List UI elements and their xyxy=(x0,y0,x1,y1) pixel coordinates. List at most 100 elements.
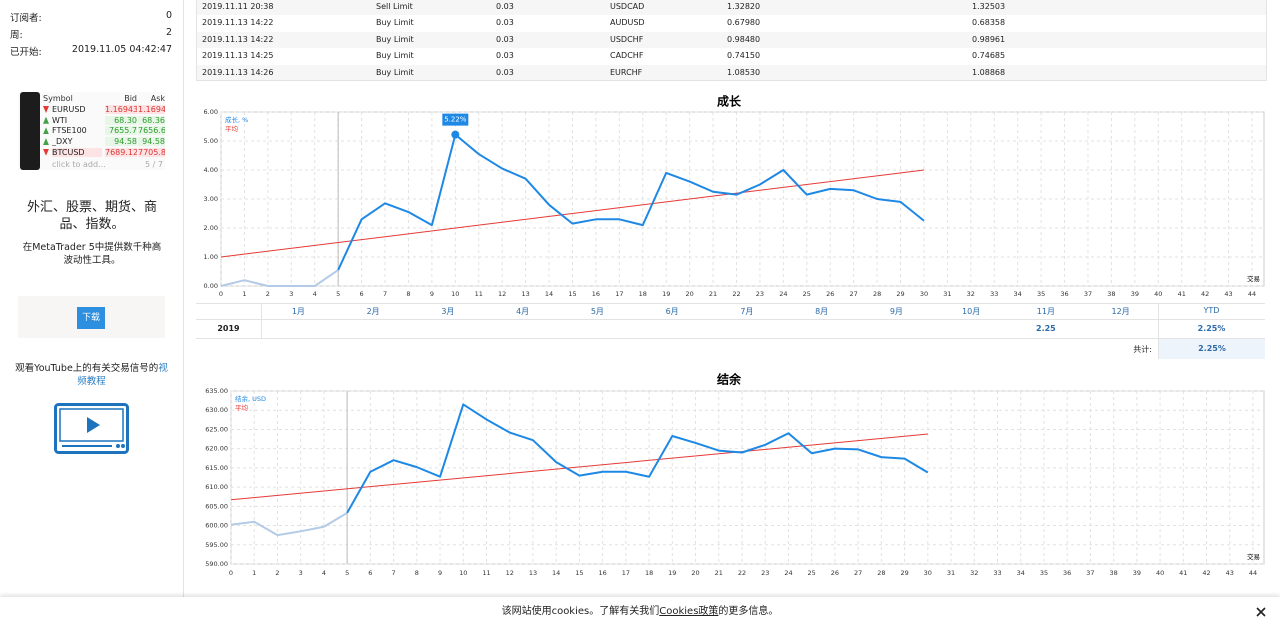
x-tick-label: 43 xyxy=(1224,290,1232,298)
order-cell: USDCHF xyxy=(610,34,644,44)
x-tick-label: 24 xyxy=(784,569,792,577)
x-tick-label: 1 xyxy=(242,290,246,298)
total-label: 共计: xyxy=(1133,345,1152,354)
x-axis-label: 交易 xyxy=(1247,274,1260,283)
x-tick-label: 13 xyxy=(529,569,537,577)
widget-header: Ask xyxy=(150,94,165,103)
legend-label: 成长, % xyxy=(225,115,248,124)
video-icon xyxy=(54,403,129,454)
widget-price: 7656.6 xyxy=(138,126,165,136)
month-label: 1月 xyxy=(291,307,305,316)
series-line-pre xyxy=(220,269,339,287)
order-cell: 0.68358 xyxy=(972,18,1006,28)
x-tick-label: 44 xyxy=(1249,569,1257,577)
order-cell: 2019.11.13 14:22 xyxy=(202,18,274,28)
y-tick-label: 590.00 xyxy=(205,560,228,568)
x-tick-label: 9 xyxy=(430,290,434,298)
y-tick-label: 5.00 xyxy=(204,137,218,145)
x-tick-label: 6 xyxy=(360,290,364,298)
order-cell: Buy Limit xyxy=(376,67,414,77)
x-tick-label: 10 xyxy=(459,569,467,577)
month-label: 2月 xyxy=(366,307,380,316)
order-cell: AUDUSD xyxy=(610,18,645,28)
series-line-pre xyxy=(230,512,348,537)
x-tick-label: 10 xyxy=(451,290,459,298)
month-label: 6月 xyxy=(665,307,679,316)
chart-title: 成长 xyxy=(717,94,742,109)
x-tick-label: 33 xyxy=(993,569,1001,577)
x-tick-label: 39 xyxy=(1131,290,1139,298)
average-line xyxy=(220,169,925,258)
order-cell: 0.03 xyxy=(496,18,514,28)
x-tick-label: 42 xyxy=(1202,569,1210,577)
order-row: 2019.11.13 14:22 Buy Limit 0.03 USDCHF 0.984… xyxy=(197,31,1266,49)
stat-label: 已开始: xyxy=(10,47,42,58)
x-tick-label: 3 xyxy=(289,290,293,298)
y-tick-label: 635.00 xyxy=(205,387,228,395)
widget-price: 1.16949 xyxy=(138,105,165,114)
x-tick-label: 20 xyxy=(691,569,699,577)
month-label: 4月 xyxy=(516,307,530,316)
x-tick-label: 33 xyxy=(990,290,998,298)
download-button[interactable]: 下载 xyxy=(77,307,105,329)
x-tick-label: 20 xyxy=(685,290,693,298)
order-cell: Buy Limit xyxy=(376,18,414,28)
y-tick-label: 0.00 xyxy=(204,282,218,290)
close-button[interactable] xyxy=(1256,607,1266,617)
monthly-header xyxy=(196,303,1265,320)
widget-price: 68.30 xyxy=(105,115,137,125)
order-cell: 0.03 xyxy=(496,34,514,44)
x-tick-label: 5 xyxy=(345,569,349,577)
monthly-table: 1月 2月 3月 4月 5月 6月 7月 8月 9月 10月 11月 2.25 12月 YTD 2019 2.… xyxy=(196,303,1265,359)
video-link[interactable]: 视频教程 xyxy=(77,363,168,387)
widget-price: 7705.8 xyxy=(138,147,165,157)
order-cell: USDCAD xyxy=(610,2,645,11)
x-tick-label: 40 xyxy=(1156,569,1164,577)
order-cell: 1.32503 xyxy=(972,2,1006,11)
x-tick-label: 12 xyxy=(506,569,514,577)
x-tick-label: 42 xyxy=(1201,290,1209,298)
y-tick-label: 595.00 xyxy=(205,541,228,549)
x-tick-label: 17 xyxy=(622,569,630,577)
x-tick-label: 29 xyxy=(900,569,908,577)
widget-arrow xyxy=(43,127,49,135)
order-cell: 0.74685 xyxy=(972,51,1006,61)
order-cell: 0.74150 xyxy=(727,51,761,61)
order-cell: Buy Limit xyxy=(376,51,414,61)
annotation-box xyxy=(442,113,469,126)
x-tick-label: 12 xyxy=(498,290,506,298)
stat-value: 0 xyxy=(165,10,172,21)
order-cell: 1.08868 xyxy=(972,67,1006,77)
widget-count: 5 / 7 xyxy=(145,160,163,169)
cookie-link[interactable]: Cookies政策 xyxy=(659,606,719,617)
widget-arrow xyxy=(43,148,49,156)
order-cell: 2019.11.13 14:25 xyxy=(202,51,274,61)
x-tick-label: 17 xyxy=(615,290,623,298)
x-tick-label: 36 xyxy=(1060,290,1068,298)
x-tick-label: 5 xyxy=(336,290,340,298)
legend-label: 平均 xyxy=(235,403,249,412)
x-tick-label: 8 xyxy=(415,569,419,577)
order-cell: Sell Limit xyxy=(376,2,413,11)
x-tick-label: 15 xyxy=(575,569,583,577)
device xyxy=(20,92,40,170)
x-tick-label: 11 xyxy=(482,569,490,577)
month-label: 5月 xyxy=(590,307,604,316)
x-tick-label: 9 xyxy=(438,569,442,577)
series-line xyxy=(346,403,929,514)
widget-symbol: BTCUSD xyxy=(52,147,102,157)
order-cell: Buy Limit xyxy=(376,34,414,44)
cookie-text: 该网站使用cookies。了解有关我们 xyxy=(501,606,660,617)
widget-header: Symbol xyxy=(43,94,73,103)
download-box: 下载 xyxy=(18,296,165,338)
x-tick-label: 25 xyxy=(808,569,816,577)
x-tick-label: 27 xyxy=(854,569,862,577)
x-tick-label: 21 xyxy=(715,569,723,577)
x-tick-label: 30 xyxy=(924,569,932,577)
ytd-header: YTD xyxy=(1203,306,1220,315)
order-row: 2019.11.13 14:22 Buy Limit 0.03 AUDUSD 0.679… xyxy=(197,15,1266,32)
y-tick-label: 6.00 xyxy=(204,108,218,116)
